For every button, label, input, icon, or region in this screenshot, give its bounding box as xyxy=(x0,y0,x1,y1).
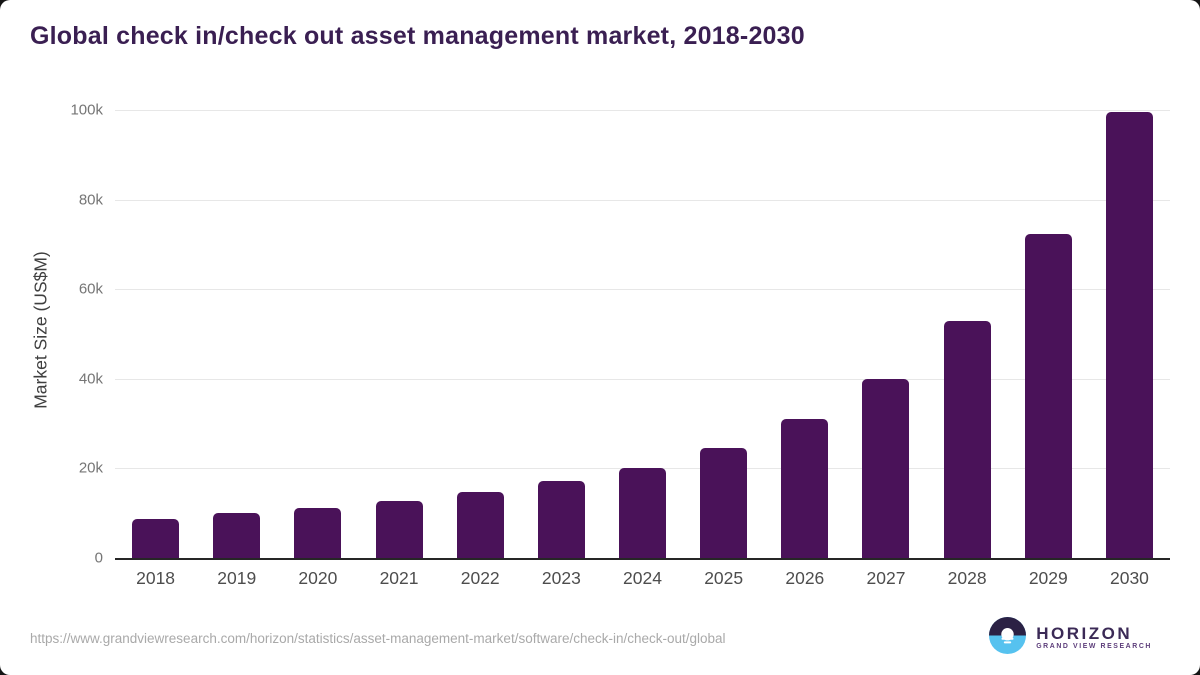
gridline-60k xyxy=(115,289,1170,291)
xtick-2029: 2029 xyxy=(1028,568,1068,588)
ytick-100k: 100k xyxy=(70,101,103,119)
gridline-40k xyxy=(115,378,1170,380)
bar-2029 xyxy=(1024,234,1072,558)
bar-slot-2030 xyxy=(1089,110,1170,558)
bar-2019 xyxy=(213,513,261,558)
plot-area xyxy=(115,110,1170,560)
bar-2027 xyxy=(862,379,910,558)
bar-2020 xyxy=(294,507,342,558)
bar-2028 xyxy=(943,321,991,558)
bar-slot-2020 xyxy=(277,110,358,558)
xtick-2021: 2021 xyxy=(379,568,419,588)
ytick-40k: 40k xyxy=(78,370,103,388)
chart-title: Global check in/check out asset manageme… xyxy=(30,22,805,50)
source-url: https://www.grandviewresearch.com/horizo… xyxy=(30,631,726,646)
gridline-100k xyxy=(115,110,1170,111)
xtick-2022: 2022 xyxy=(460,568,500,588)
ytick-20k: 20k xyxy=(78,459,103,477)
bar-slot-2027 xyxy=(845,110,926,558)
xtick-2026: 2026 xyxy=(785,568,825,588)
xtick-2028: 2028 xyxy=(947,568,987,588)
bar-slot-2022 xyxy=(440,110,521,558)
logo-subtext: GRAND VIEW RESEARCH xyxy=(1036,643,1152,651)
xtick-2018: 2018 xyxy=(136,568,176,588)
x-axis-line xyxy=(115,558,1170,560)
bar-slot-2023 xyxy=(521,110,602,558)
bar-slot-2019 xyxy=(196,110,277,558)
bar-slot-2021 xyxy=(358,110,439,558)
bar-2026 xyxy=(781,419,829,558)
bar-slot-2026 xyxy=(764,110,845,558)
brand-logo: HORIZON GRAND VIEW RESEARCH xyxy=(989,617,1152,659)
xtick-2023: 2023 xyxy=(541,568,581,588)
xtick-2025: 2025 xyxy=(704,568,744,588)
bar-slot-2024 xyxy=(602,110,683,558)
horizon-logo-icon xyxy=(989,617,1027,659)
bar-2025 xyxy=(700,447,748,558)
logo-text: HORIZON GRAND VIEW RESEARCH xyxy=(1036,625,1152,651)
xtick-2027: 2027 xyxy=(866,568,906,588)
bar-2018 xyxy=(132,519,180,558)
bar-2030 xyxy=(1105,111,1153,558)
gridline-80k xyxy=(115,199,1170,201)
y-axis-tick-labels: 0 20k 40k 60k 80k 100k xyxy=(0,102,103,567)
ytick-60k: 60k xyxy=(78,280,103,298)
bar-2023 xyxy=(537,481,585,558)
ytick-0: 0 xyxy=(94,549,103,567)
bar-2021 xyxy=(375,501,423,558)
xtick-2030: 2030 xyxy=(1109,568,1149,588)
bar-slot-2025 xyxy=(683,110,764,558)
bar-slot-2028 xyxy=(927,110,1008,558)
bar-slot-2029 xyxy=(1008,110,1089,558)
xtick-2024: 2024 xyxy=(623,568,662,588)
x-axis-tick-labels: 2018 2019 2020 2021 2022 2023 2024 2025 2026 2027… xyxy=(115,568,1170,589)
ytick-80k: 80k xyxy=(78,191,103,209)
bar-2024 xyxy=(619,467,667,558)
xtick-2020: 2020 xyxy=(298,568,338,588)
xtick-2019: 2019 xyxy=(217,568,257,588)
bar-2022 xyxy=(456,492,504,558)
bars-layer xyxy=(115,110,1170,558)
bar-slot-2018 xyxy=(115,110,196,558)
logo-name: HORIZON xyxy=(1036,624,1133,644)
